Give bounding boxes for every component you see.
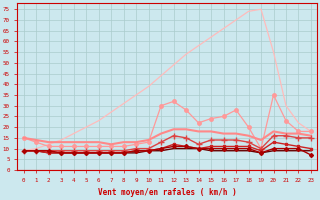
X-axis label: Vent moyen/en rafales ( km/h ): Vent moyen/en rafales ( km/h ) [98, 188, 237, 197]
